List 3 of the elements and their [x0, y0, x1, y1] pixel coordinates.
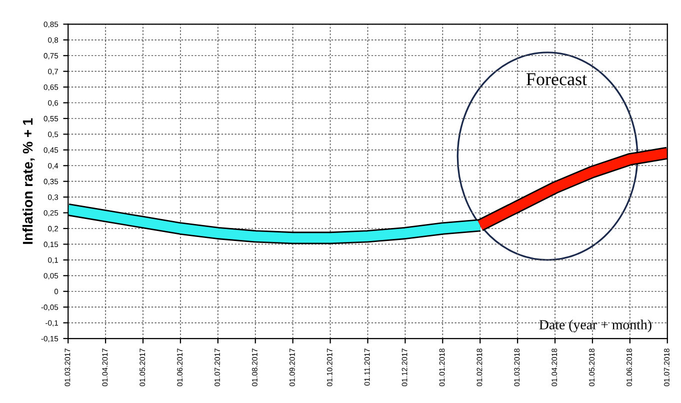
x-axis-title: Date (year + month) — [539, 320, 652, 332]
annotation: Forecast — [526, 73, 587, 86]
y-axis-title: Inflation rate, % + 1 — [22, 118, 35, 244]
